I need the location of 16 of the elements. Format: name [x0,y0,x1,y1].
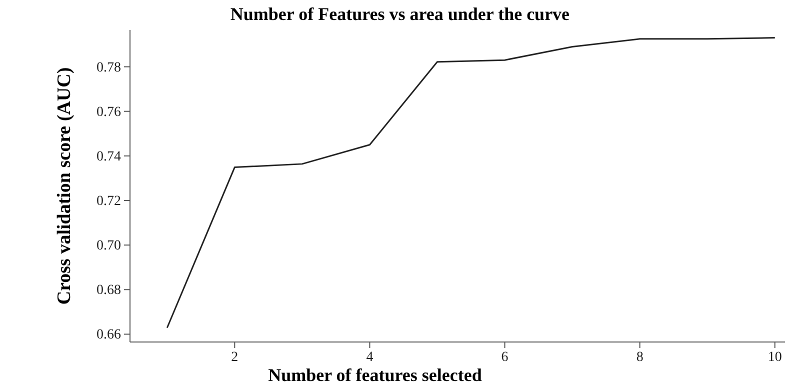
x-tick-label: 6 [501,350,508,365]
y-tick-label: 0.66 [96,328,121,343]
y-tick-label: 0.76 [96,104,121,120]
y-tick-label: 0.74 [96,149,121,164]
x-axis-title: Number of features selected [268,365,482,385]
y-tick-label: 0.68 [96,283,121,298]
y-tick-label: 0.70 [96,238,121,254]
x-tick-label: 2 [231,350,238,365]
line-series [166,37,776,328]
x-tick-label: 10 [768,350,782,365]
y-axis-title: Cross validation score (AUC) [54,67,75,305]
y-tick-label: 0.72 [96,194,121,209]
y-tick-label: 0.78 [96,60,121,76]
chart-title: Number of Features vs area under the curve [230,4,570,24]
x-tick-label: 4 [366,350,374,365]
x-tick-label: 8 [636,350,644,365]
